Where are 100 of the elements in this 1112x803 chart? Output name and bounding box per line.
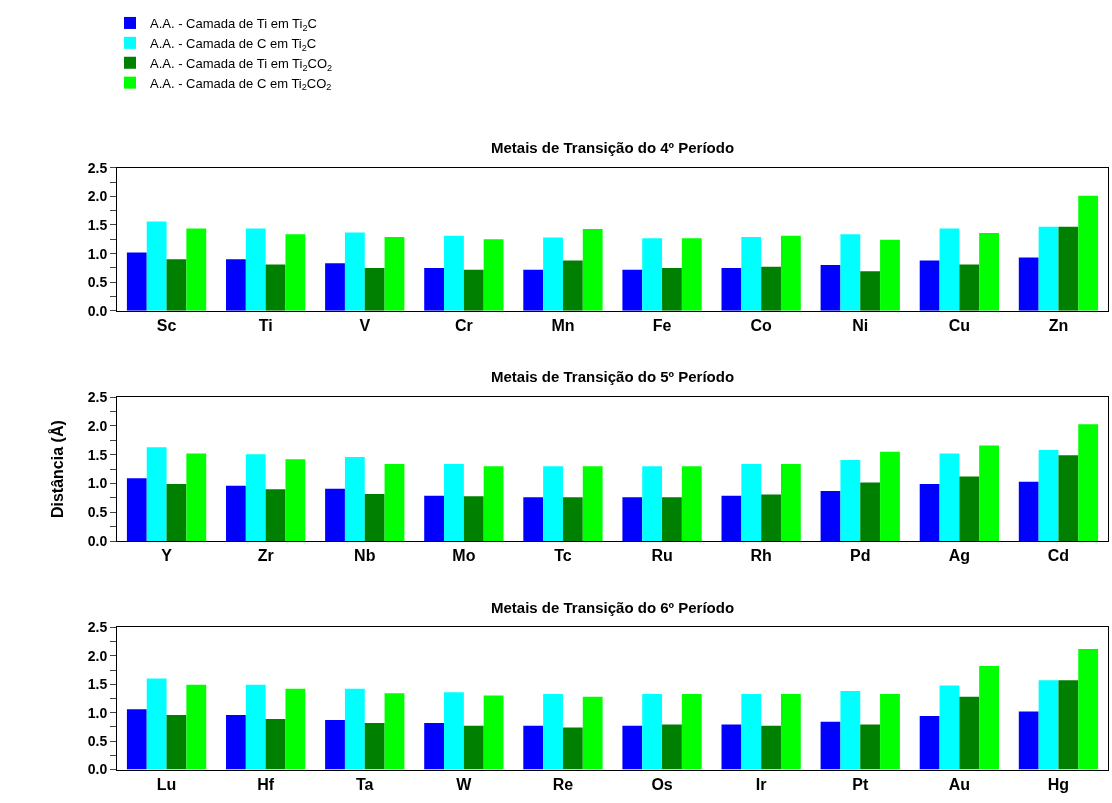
x-tick-label: W xyxy=(456,775,473,793)
bar xyxy=(523,497,544,542)
y-tick-label: 1.0 xyxy=(87,704,108,721)
bar xyxy=(860,724,881,770)
bar xyxy=(285,234,306,311)
bar xyxy=(1038,226,1059,311)
bar xyxy=(820,265,841,311)
x-tick-label: Y xyxy=(161,547,173,565)
bar xyxy=(860,271,881,311)
bar xyxy=(959,476,980,542)
y-tick-label: 2.0 xyxy=(87,647,108,664)
bar xyxy=(959,264,980,311)
bar xyxy=(1058,455,1079,542)
bar xyxy=(622,497,643,542)
bar xyxy=(186,453,207,542)
bar xyxy=(939,453,960,542)
bar xyxy=(1058,226,1079,311)
bar xyxy=(483,239,504,311)
bar xyxy=(880,451,900,542)
bar xyxy=(265,264,286,311)
x-tick-label: Ni xyxy=(852,317,869,335)
y-tick-label: 2.0 xyxy=(87,417,108,434)
bar xyxy=(424,722,445,770)
bar xyxy=(325,720,345,770)
bar xyxy=(265,489,286,542)
bar xyxy=(582,696,603,770)
bar xyxy=(761,494,781,542)
bar xyxy=(186,684,207,770)
x-tick-label: Ta xyxy=(356,775,374,793)
y-tick-label: 2.5 xyxy=(87,619,108,636)
bar xyxy=(562,497,583,542)
x-tick-label: Cd xyxy=(1047,547,1070,565)
bar xyxy=(344,232,365,311)
x-tick-label: Os xyxy=(651,775,673,793)
bar xyxy=(979,666,999,770)
x-tick-label: Fe xyxy=(652,317,672,335)
legend-label: A.A. - Camada de C em Ti$_{2}$C xyxy=(150,35,317,53)
y-tick-label: 1.0 xyxy=(87,245,108,262)
bar xyxy=(761,266,781,311)
x-tick-label: Zn xyxy=(1048,317,1069,335)
bar xyxy=(285,459,306,542)
chart-title: Metais de Transição do 5º Período xyxy=(491,368,735,385)
x-tick-label: Hf xyxy=(257,775,275,793)
bar xyxy=(681,693,702,770)
bar xyxy=(919,260,940,311)
bar xyxy=(444,692,464,770)
bar xyxy=(463,725,484,770)
bar xyxy=(146,447,167,542)
bar xyxy=(166,484,187,542)
x-tick-label: Ru xyxy=(651,547,673,565)
bar xyxy=(622,725,643,770)
bar xyxy=(780,693,801,770)
bar xyxy=(364,493,385,542)
bar xyxy=(820,721,841,770)
bar xyxy=(761,725,781,770)
bar xyxy=(384,463,405,542)
bar xyxy=(245,454,266,542)
y-tick-label: 2.0 xyxy=(87,188,108,205)
bar xyxy=(642,238,663,311)
y-tick-label: 0.0 xyxy=(87,302,108,319)
bar xyxy=(622,269,643,311)
bar xyxy=(662,724,682,770)
x-tick-label: Pd xyxy=(850,547,871,565)
bar xyxy=(463,496,484,542)
x-tick-label: Re xyxy=(552,775,574,793)
bar xyxy=(444,463,464,542)
bar xyxy=(325,488,345,542)
bar xyxy=(1038,680,1059,770)
bar xyxy=(523,269,544,311)
bar xyxy=(483,466,504,542)
bar xyxy=(166,714,187,770)
x-tick-label: Nb xyxy=(354,547,376,565)
x-tick-label: Ti xyxy=(258,317,273,335)
bar xyxy=(384,693,405,770)
legend-label: A.A. - Camada de Ti em Ti$_{2}$C xyxy=(150,16,317,33)
bar xyxy=(562,727,583,770)
bar xyxy=(285,688,306,770)
legend-label: A.A. - Camada de C em Ti$_{2}$CO$_{2}$ xyxy=(150,75,332,93)
bar xyxy=(384,237,405,311)
x-tick-label: Co xyxy=(750,317,773,335)
bar xyxy=(146,221,167,311)
bar xyxy=(562,260,583,311)
bar xyxy=(1018,711,1039,770)
bar xyxy=(840,234,861,311)
bar xyxy=(186,228,207,311)
x-tick-label: Cu xyxy=(948,317,971,335)
y-tick-label: 0.0 xyxy=(87,533,108,550)
bar xyxy=(126,252,147,311)
bar xyxy=(543,237,563,311)
bar xyxy=(919,716,940,770)
bar xyxy=(662,497,682,542)
x-tick-label: Sc xyxy=(156,317,177,335)
x-tick-label: Cr xyxy=(454,317,473,335)
bar xyxy=(741,463,762,542)
bar xyxy=(463,269,484,311)
bar xyxy=(1078,649,1099,770)
bar xyxy=(1018,257,1039,311)
chart-title: Metais de Transição do 4º Período xyxy=(491,139,735,156)
x-tick-label: Rh xyxy=(750,547,772,565)
bar xyxy=(325,263,345,311)
